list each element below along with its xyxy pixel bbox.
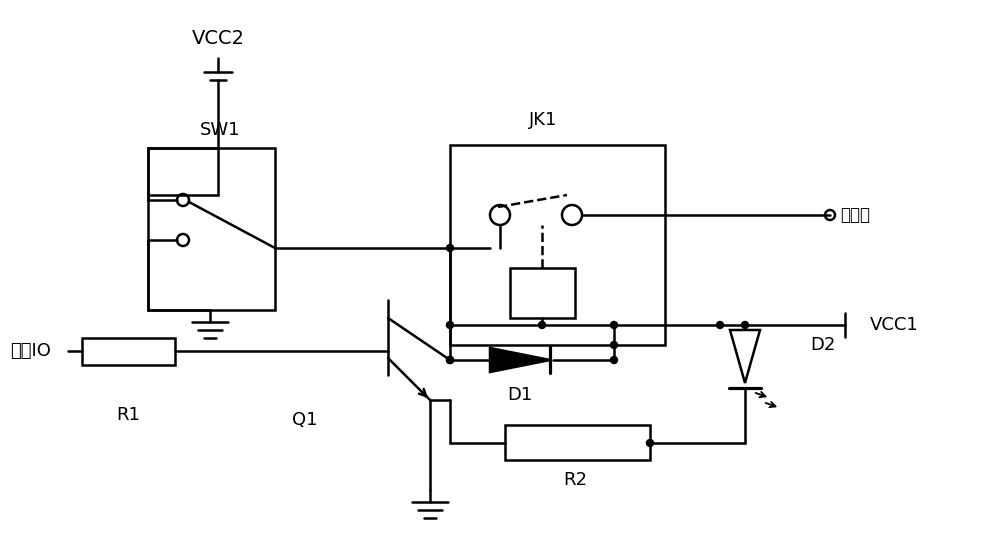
Circle shape — [446, 356, 454, 363]
Polygon shape — [730, 330, 760, 383]
Bar — [450, 145, 665, 345]
Circle shape — [646, 439, 654, 446]
Bar — [510, 268, 575, 318]
Text: 控制IO: 控制IO — [10, 342, 51, 360]
Circle shape — [538, 321, 546, 328]
Text: D1: D1 — [507, 386, 533, 404]
Text: Q1: Q1 — [292, 411, 318, 429]
Text: VCC1: VCC1 — [870, 316, 919, 334]
Text: R2: R2 — [563, 471, 587, 489]
Circle shape — [446, 356, 454, 363]
Bar — [505, 425, 650, 460]
Circle shape — [446, 245, 454, 252]
Text: VCC2: VCC2 — [192, 29, 244, 47]
Text: JK1: JK1 — [529, 111, 557, 129]
Text: D2: D2 — [810, 336, 835, 354]
Circle shape — [610, 321, 618, 328]
Bar — [148, 148, 275, 310]
Circle shape — [610, 342, 618, 349]
Circle shape — [716, 321, 724, 328]
Bar — [82, 338, 175, 365]
Circle shape — [446, 321, 454, 328]
Circle shape — [742, 321, 748, 328]
Text: 输出端: 输出端 — [840, 206, 870, 224]
Text: SW1: SW1 — [200, 121, 240, 139]
Text: R1: R1 — [116, 406, 140, 424]
Circle shape — [610, 356, 618, 363]
Polygon shape — [490, 348, 550, 372]
